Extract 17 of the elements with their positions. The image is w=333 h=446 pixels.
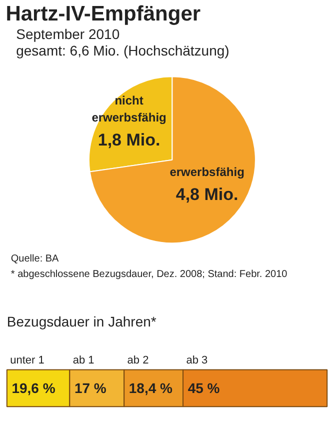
source-note: Quelle: BA	[10, 253, 60, 264]
data-label: 4,8 Mio.	[176, 185, 238, 204]
chart-title: Hartz-IV-Empfänger	[6, 2, 201, 26]
data-label: 17 %	[74, 380, 107, 396]
data-label: 45 %	[188, 380, 220, 396]
data-label: 1,8 Mio.	[98, 130, 160, 150]
series-label: ab 3	[186, 354, 208, 366]
chart-title: Bezugsdauer in Jahren*	[6, 313, 157, 330]
chart-subtitle: September 2010	[16, 26, 120, 42]
series-label: unter 1	[10, 354, 44, 366]
data-label: 19,6 %	[12, 380, 56, 396]
data-label: 18,4 %	[128, 380, 174, 396]
text: gesamt: 6,6 Mio. (Hochschätzung)	[16, 42, 230, 58]
series-label: ab 2	[127, 354, 149, 366]
text: * abgeschlossene Bezugsdauer, Dez. 2008; Stand: Febr. 2010	[10, 268, 288, 280]
series-label: ab 1	[72, 354, 94, 366]
slice-label: erwerbsfähig	[170, 164, 244, 179]
